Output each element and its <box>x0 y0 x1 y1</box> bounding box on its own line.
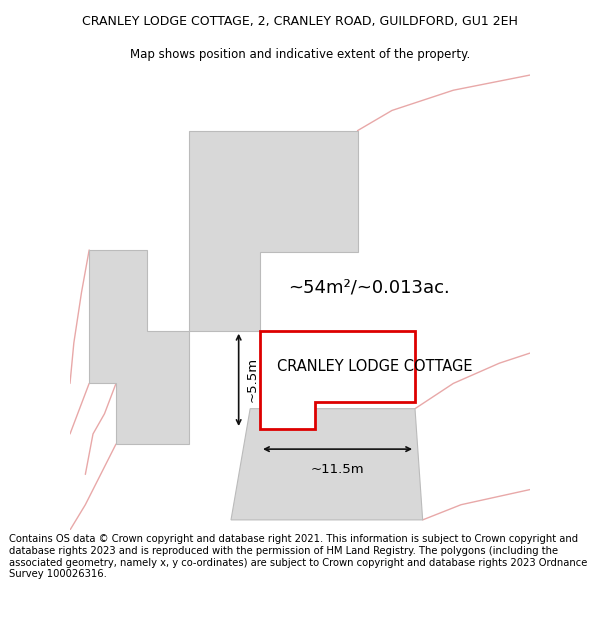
Polygon shape <box>189 131 358 331</box>
Text: ~11.5m: ~11.5m <box>311 463 364 476</box>
Text: Contains OS data © Crown copyright and database right 2021. This information is : Contains OS data © Crown copyright and d… <box>9 534 587 579</box>
Polygon shape <box>89 250 189 444</box>
Text: CRANLEY LODGE COTTAGE, 2, CRANLEY ROAD, GUILDFORD, GU1 2EH: CRANLEY LODGE COTTAGE, 2, CRANLEY ROAD, … <box>82 14 518 28</box>
Text: ~54m²/~0.013ac.: ~54m²/~0.013ac. <box>288 278 450 296</box>
Text: ~5.5m: ~5.5m <box>245 357 259 402</box>
Text: CRANLEY LODGE COTTAGE: CRANLEY LODGE COTTAGE <box>277 359 472 374</box>
Polygon shape <box>231 409 422 520</box>
Text: Map shows position and indicative extent of the property.: Map shows position and indicative extent… <box>130 48 470 61</box>
Polygon shape <box>260 331 415 429</box>
